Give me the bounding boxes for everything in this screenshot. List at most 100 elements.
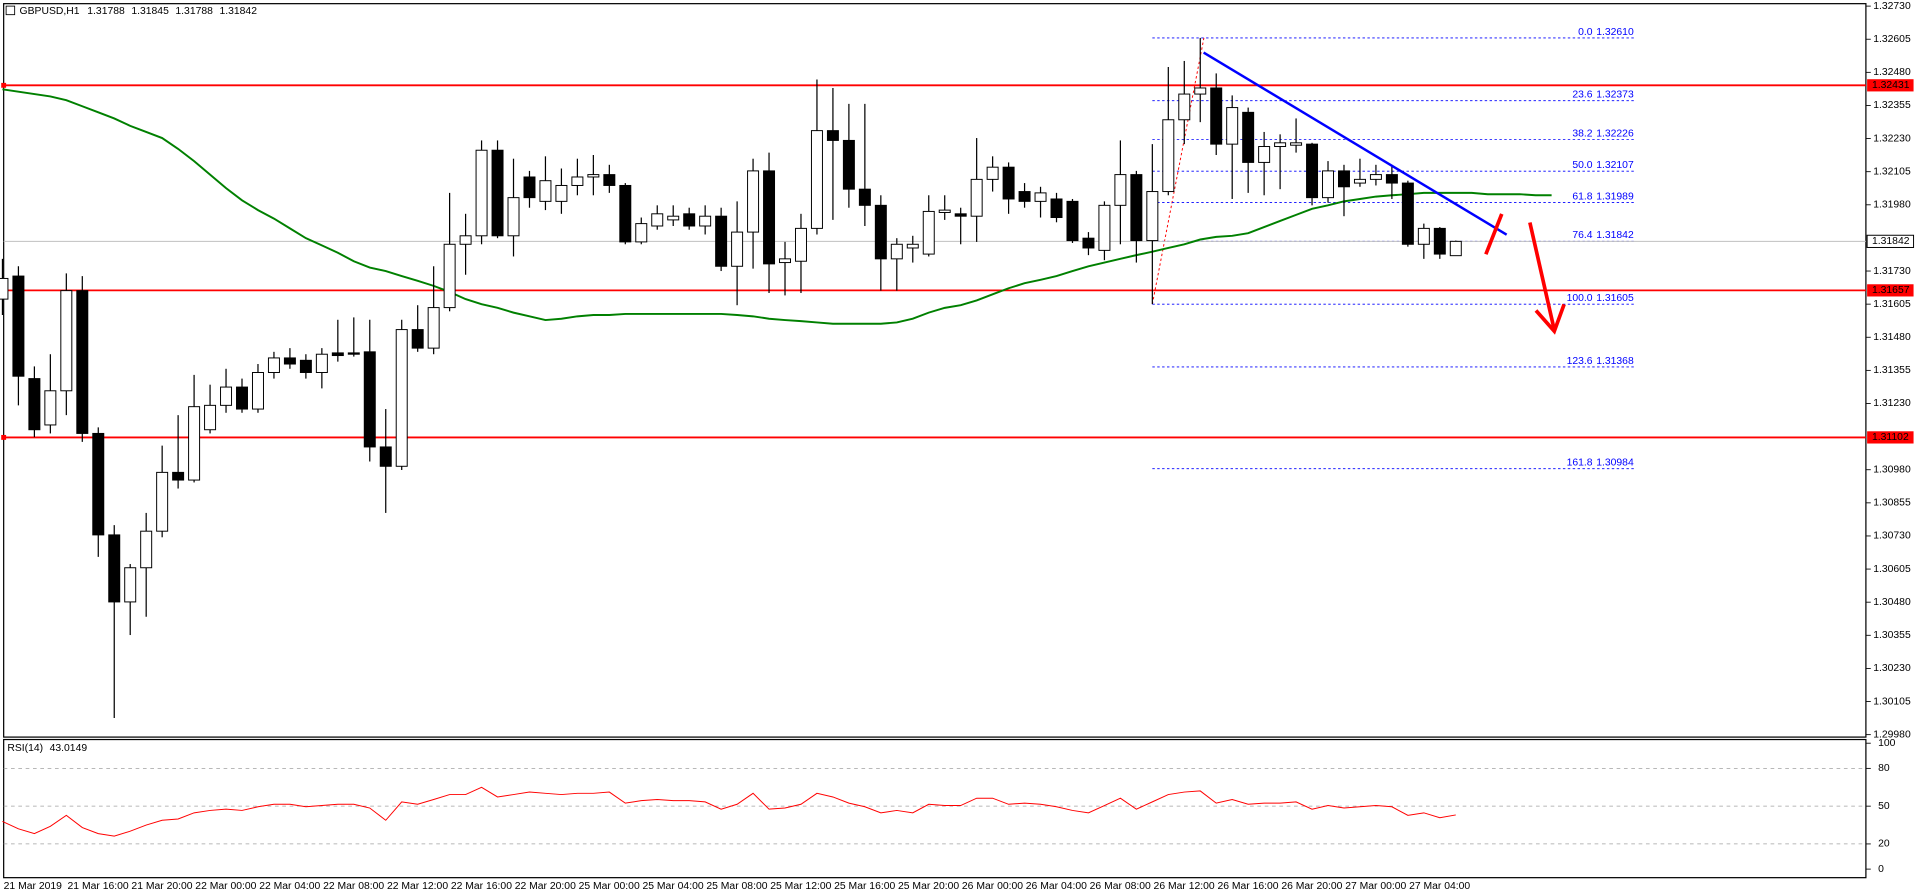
y-tick-label: 1.32605	[1873, 34, 1911, 45]
candle-body	[1369, 174, 1382, 180]
rsi-current: 43.0149	[50, 743, 88, 754]
fib-label: 0.0 1.32610	[1578, 27, 1634, 38]
candle-body	[1066, 200, 1079, 242]
fib-price: 1.31989	[1596, 191, 1634, 202]
y-tick-label: 1.30105	[1873, 696, 1911, 707]
y-tick-label: 1.32105	[1873, 166, 1911, 177]
candle-body	[28, 378, 41, 431]
candle-body	[411, 329, 424, 349]
candle-body	[1258, 146, 1271, 163]
candle-body	[443, 243, 456, 309]
x-tick-label: 21 Mar 16:00	[68, 881, 129, 892]
y-tick-label: 1.30605	[1873, 564, 1911, 575]
x-tick-label: 26 Mar 20:00	[1281, 881, 1342, 892]
fib-price: 1.31842	[1596, 230, 1634, 241]
candle-body	[890, 243, 903, 260]
candle-body	[347, 352, 360, 355]
level-label: 1.32431	[1872, 80, 1910, 91]
y-tick-label: 1.32730	[1873, 1, 1911, 12]
rsi-header: RSI(14) 43.0149	[7, 743, 87, 754]
x-tick-label: 21 Mar 20:00	[131, 881, 192, 892]
y-tick-label: 1.30355	[1873, 630, 1911, 641]
y-tick-label: 1.30980	[1873, 464, 1911, 475]
candle-body	[1162, 119, 1175, 193]
candle-body	[794, 227, 807, 262]
candle-body	[1194, 87, 1207, 95]
y-tick-label: 1.31605	[1873, 299, 1911, 310]
candle-body	[1433, 227, 1446, 255]
candle-body	[731, 231, 744, 267]
fib-price: 1.32610	[1596, 27, 1634, 38]
candle-body	[1449, 240, 1462, 257]
level-box	[1867, 284, 1914, 297]
candle-body	[922, 210, 935, 255]
candle-body	[874, 204, 887, 260]
candle-body	[523, 176, 536, 199]
y-tick-label: 1.31230	[1873, 398, 1911, 409]
candle-body	[1114, 174, 1127, 206]
header-open: 1.31788	[87, 6, 125, 17]
candle-body	[395, 329, 408, 467]
candle-body	[1002, 166, 1015, 200]
y-tick-label: 1.31980	[1873, 200, 1911, 211]
candle-body	[315, 353, 328, 373]
trend-line	[1202, 51, 1508, 236]
x-tick-label: 22 Mar 04:00	[259, 881, 320, 892]
fib-price: 1.32226	[1596, 128, 1634, 139]
fib-ratio: 61.8	[1572, 191, 1592, 202]
candle-body	[12, 275, 25, 377]
candle-body	[587, 174, 600, 178]
x-tick-label: 25 Mar 12:00	[770, 881, 831, 892]
candle-body	[267, 357, 280, 373]
y-tick-label: 1.30855	[1873, 498, 1911, 509]
candle-body	[986, 166, 999, 180]
candle-body	[188, 406, 201, 481]
candle-body	[683, 213, 696, 227]
fib-label: 100.0 1.31605	[1567, 293, 1634, 304]
x-tick-label: 22 Mar 12:00	[387, 881, 448, 892]
fib-ratio: 23.6	[1572, 89, 1592, 100]
candle-body	[539, 180, 552, 202]
candle-body	[363, 351, 376, 448]
candle-body	[1050, 198, 1063, 219]
header-low: 1.31788	[175, 6, 213, 17]
level-box	[1867, 431, 1914, 444]
candle-body	[299, 359, 312, 373]
candle-body	[1337, 170, 1350, 188]
candle-body	[1242, 111, 1255, 163]
fib-label: 76.4 1.31842	[1572, 230, 1634, 241]
rsi-tick-label: 50	[1878, 801, 1890, 812]
candle-body	[747, 170, 760, 233]
candle-body	[970, 178, 983, 217]
fib-ratio: 50.0	[1572, 160, 1592, 171]
x-tick-label: 22 Mar 08:00	[323, 881, 384, 892]
candle-body	[283, 357, 296, 365]
x-tick-label: 22 Mar 16:00	[451, 881, 512, 892]
candle-body	[1290, 142, 1303, 146]
moving-average	[2, 88, 1552, 325]
rsi-pane	[3, 738, 1867, 879]
candle-body	[1417, 227, 1430, 245]
y-tick-label: 1.30480	[1873, 597, 1911, 608]
y-tick-label: 1.32480	[1873, 67, 1911, 78]
candle-body	[1385, 174, 1398, 184]
symbol: GBPUSD,H1	[20, 6, 80, 17]
candle-body	[92, 432, 105, 536]
candle-body	[0, 277, 9, 300]
y-tick-label: 1.32355	[1873, 100, 1911, 111]
candle-body	[76, 290, 89, 434]
price-label: 1.31842	[1872, 236, 1910, 247]
candle-body	[236, 386, 248, 410]
y-tick-label: 1.29980	[1873, 729, 1911, 740]
candle-body	[651, 213, 664, 227]
level-marker	[1, 82, 7, 88]
candle-body	[619, 184, 632, 243]
candle-body	[667, 215, 680, 221]
candle-body	[251, 372, 264, 410]
x-tick-label: 27 Mar 04:00	[1409, 881, 1470, 892]
rsi-tick-label: 0	[1878, 864, 1884, 875]
candle-body	[699, 215, 712, 227]
candle-body	[810, 130, 823, 229]
